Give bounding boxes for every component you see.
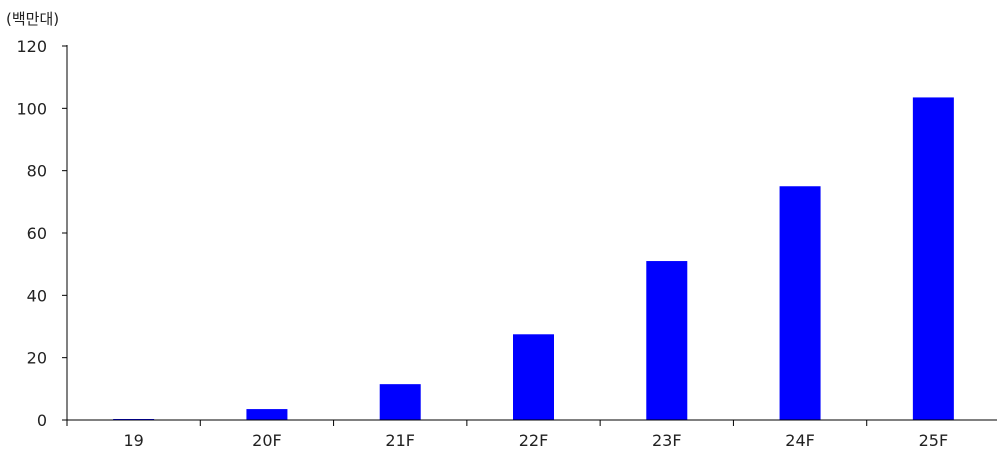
- bars-group: [113, 97, 954, 421]
- y-tick-label: 80: [27, 162, 47, 181]
- y-tick-label: 20: [27, 349, 47, 368]
- y-tick-label: 60: [27, 224, 47, 243]
- y-tick-label: 40: [27, 286, 47, 305]
- y-axis-unit-label: (백만대): [6, 10, 59, 28]
- bar-22F: [513, 334, 554, 420]
- x-tick-label-24F: 24F: [785, 431, 815, 450]
- tick-labels-group: 0 20 40 60 80 100 120 19 20F 21F 22F 23F 24F 25F: [16, 37, 948, 450]
- x-tick-label-22F: 22F: [519, 431, 549, 450]
- axes-group: [62, 45, 997, 426]
- bar-21F: [379, 384, 421, 420]
- bar-24F: [779, 186, 821, 420]
- x-tick-label-20F: 20F: [252, 431, 282, 450]
- x-tick-label-23F: 23F: [652, 431, 682, 450]
- y-tick-label: 120: [16, 37, 47, 56]
- bar-23F: [646, 261, 688, 420]
- bar-20F: [246, 409, 288, 420]
- x-tick-label-25F: 25F: [919, 431, 949, 450]
- bar-25F: [912, 97, 954, 421]
- x-tick-label-19: 19: [123, 431, 143, 450]
- x-tick-label-21F: 21F: [385, 431, 415, 450]
- y-tick-label: 0: [37, 411, 47, 430]
- y-tick-label: 100: [16, 99, 47, 118]
